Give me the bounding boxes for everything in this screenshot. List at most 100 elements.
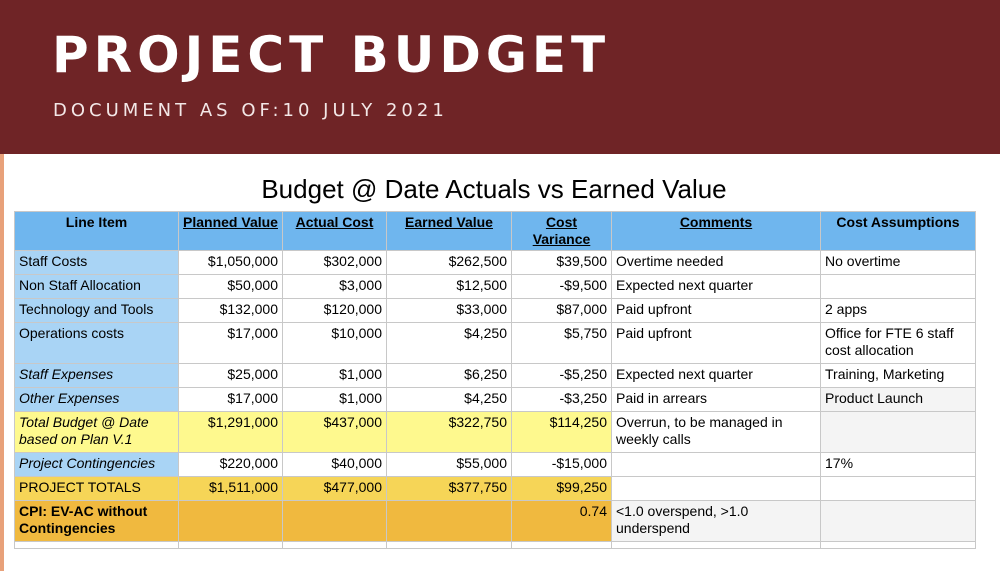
earned-value-cell: $33,000	[386, 298, 512, 323]
empty-cell	[14, 541, 179, 549]
left-accent-strip	[0, 154, 4, 571]
table-row	[14, 541, 976, 549]
table-row-total-budget: Total Budget @ Date based on Plan V.1 $1…	[14, 411, 976, 453]
col-header-actual-cost[interactable]: Actual Cost	[282, 211, 387, 251]
col-header-cost-assumptions: Cost Assumptions	[820, 211, 976, 251]
earned-value-cell: $262,500	[386, 250, 512, 275]
line-item-cell: Non Staff Allocation	[14, 274, 179, 299]
comments-cell: Paid in arrears	[611, 387, 821, 412]
actual-cost-cell: $40,000	[282, 452, 387, 477]
page-title: PROJECT BUDGET	[52, 26, 611, 84]
earned-value-cell: $6,250	[386, 363, 512, 388]
assumptions-cell: 17%	[820, 452, 976, 477]
actual-cost-cell: $120,000	[282, 298, 387, 323]
earned-value-cell: $4,250	[386, 387, 512, 412]
empty-cell	[282, 541, 387, 549]
line-item-cell: CPI: EV-AC without Contingencies	[14, 500, 179, 542]
comments-cell: Overrun, to be managed in weekly calls	[611, 411, 821, 453]
table-row: Technology and Tools $132,000 $120,000 $…	[14, 298, 976, 323]
line-item-cell: Total Budget @ Date based on Plan V.1	[14, 411, 179, 453]
table-row: Staff Costs $1,050,000 $302,000 $262,500…	[14, 250, 976, 275]
line-item-cell: Staff Costs	[14, 250, 179, 275]
assumptions-cell	[820, 411, 976, 453]
cost-variance-cell: $114,250	[511, 411, 612, 453]
actual-cost-cell: $437,000	[282, 411, 387, 453]
actual-cost-cell: $477,000	[282, 476, 387, 501]
empty-cell	[611, 541, 821, 549]
cost-variance-cell: $39,500	[511, 250, 612, 275]
planned-value-cell: $220,000	[178, 452, 283, 477]
assumptions-cell	[820, 500, 976, 542]
cost-variance-cell: $99,250	[511, 476, 612, 501]
assumptions-cell: No overtime	[820, 250, 976, 275]
table-row: Non Staff Allocation $50,000 $3,000 $12,…	[14, 274, 976, 299]
planned-value-cell: $1,050,000	[178, 250, 283, 275]
actual-cost-cell: $1,000	[282, 363, 387, 388]
planned-value-cell: $50,000	[178, 274, 283, 299]
actual-cost-cell	[282, 500, 387, 542]
planned-value-cell: $25,000	[178, 363, 283, 388]
earned-value-cell: $55,000	[386, 452, 512, 477]
line-item-cell: PROJECT TOTALS	[14, 476, 179, 501]
cost-variance-cell: $87,000	[511, 298, 612, 323]
cost-variance-cell: $5,750	[511, 322, 612, 364]
document-date: DOCUMENT AS OF:10 JULY 2021	[53, 100, 448, 121]
cost-variance-cell: -$5,250	[511, 363, 612, 388]
table-row-project-totals: PROJECT TOTALS $1,511,000 $477,000 $377,…	[14, 476, 976, 501]
planned-value-cell: $1,511,000	[178, 476, 283, 501]
assumptions-cell: 2 apps	[820, 298, 976, 323]
empty-cell	[178, 541, 283, 549]
comments-cell	[611, 452, 821, 477]
table-row: Other Expenses $17,000 $1,000 $4,250 -$3…	[14, 387, 976, 412]
assumptions-cell: Product Launch	[820, 387, 976, 412]
assumptions-cell: Office for FTE 6 staff cost allocation	[820, 322, 976, 364]
planned-value-cell: $17,000	[178, 387, 283, 412]
empty-cell	[820, 541, 976, 549]
assumptions-cell	[820, 274, 976, 299]
actual-cost-cell: $3,000	[282, 274, 387, 299]
line-item-cell: Project Contingencies	[14, 452, 179, 477]
table-row: Project Contingencies $220,000 $40,000 $…	[14, 452, 976, 477]
comments-cell: Paid upfront	[611, 298, 821, 323]
table-row-cpi: CPI: EV-AC without Contingencies 0.74 <1…	[14, 500, 976, 542]
comments-cell: Expected next quarter	[611, 274, 821, 299]
table-row: Operations costs $17,000 $10,000 $4,250 …	[14, 322, 976, 364]
actual-cost-cell: $302,000	[282, 250, 387, 275]
line-item-cell: Technology and Tools	[14, 298, 179, 323]
cost-variance-cell: -$9,500	[511, 274, 612, 299]
planned-value-cell: $17,000	[178, 322, 283, 364]
comments-cell: Paid upfront	[611, 322, 821, 364]
cost-variance-cell: 0.74	[511, 500, 612, 542]
assumptions-cell	[820, 476, 976, 501]
line-item-cell: Other Expenses	[14, 387, 179, 412]
earned-value-cell: $12,500	[386, 274, 512, 299]
planned-value-cell	[178, 500, 283, 542]
earned-value-cell: $4,250	[386, 322, 512, 364]
empty-cell	[511, 541, 612, 549]
header-banner: PROJECT BUDGET DOCUMENT AS OF:10 JULY 20…	[0, 0, 1000, 154]
actual-cost-cell: $1,000	[282, 387, 387, 412]
line-item-cell: Staff Expenses	[14, 363, 179, 388]
col-header-comments[interactable]: Comments	[611, 211, 821, 251]
comments-cell: Expected next quarter	[611, 363, 821, 388]
planned-value-cell: $1,291,000	[178, 411, 283, 453]
cost-variance-cell: -$3,250	[511, 387, 612, 412]
table-row: Staff Expenses $25,000 $1,000 $6,250 -$5…	[14, 363, 976, 388]
earned-value-cell	[386, 500, 512, 542]
budget-table: Line Item Planned Value Actual Cost Earn…	[14, 211, 976, 549]
earned-value-cell: $377,750	[386, 476, 512, 501]
col-header-line-item: Line Item	[14, 211, 179, 251]
actual-cost-cell: $10,000	[282, 322, 387, 364]
header-row: Line Item Planned Value Actual Cost Earn…	[14, 211, 976, 251]
assumptions-cell: Training, Marketing	[820, 363, 976, 388]
planned-value-cell: $132,000	[178, 298, 283, 323]
col-header-planned-value[interactable]: Planned Value	[178, 211, 283, 251]
empty-cell	[386, 541, 512, 549]
earned-value-cell: $322,750	[386, 411, 512, 453]
line-item-cell: Operations costs	[14, 322, 179, 364]
col-header-earned-value[interactable]: Earned Value	[386, 211, 512, 251]
col-header-cost-variance[interactable]: Cost Variance	[511, 211, 612, 251]
comments-cell: <1.0 overspend, >1.0 underspend	[611, 500, 821, 542]
cost-variance-cell: -$15,000	[511, 452, 612, 477]
comments-cell	[611, 476, 821, 501]
